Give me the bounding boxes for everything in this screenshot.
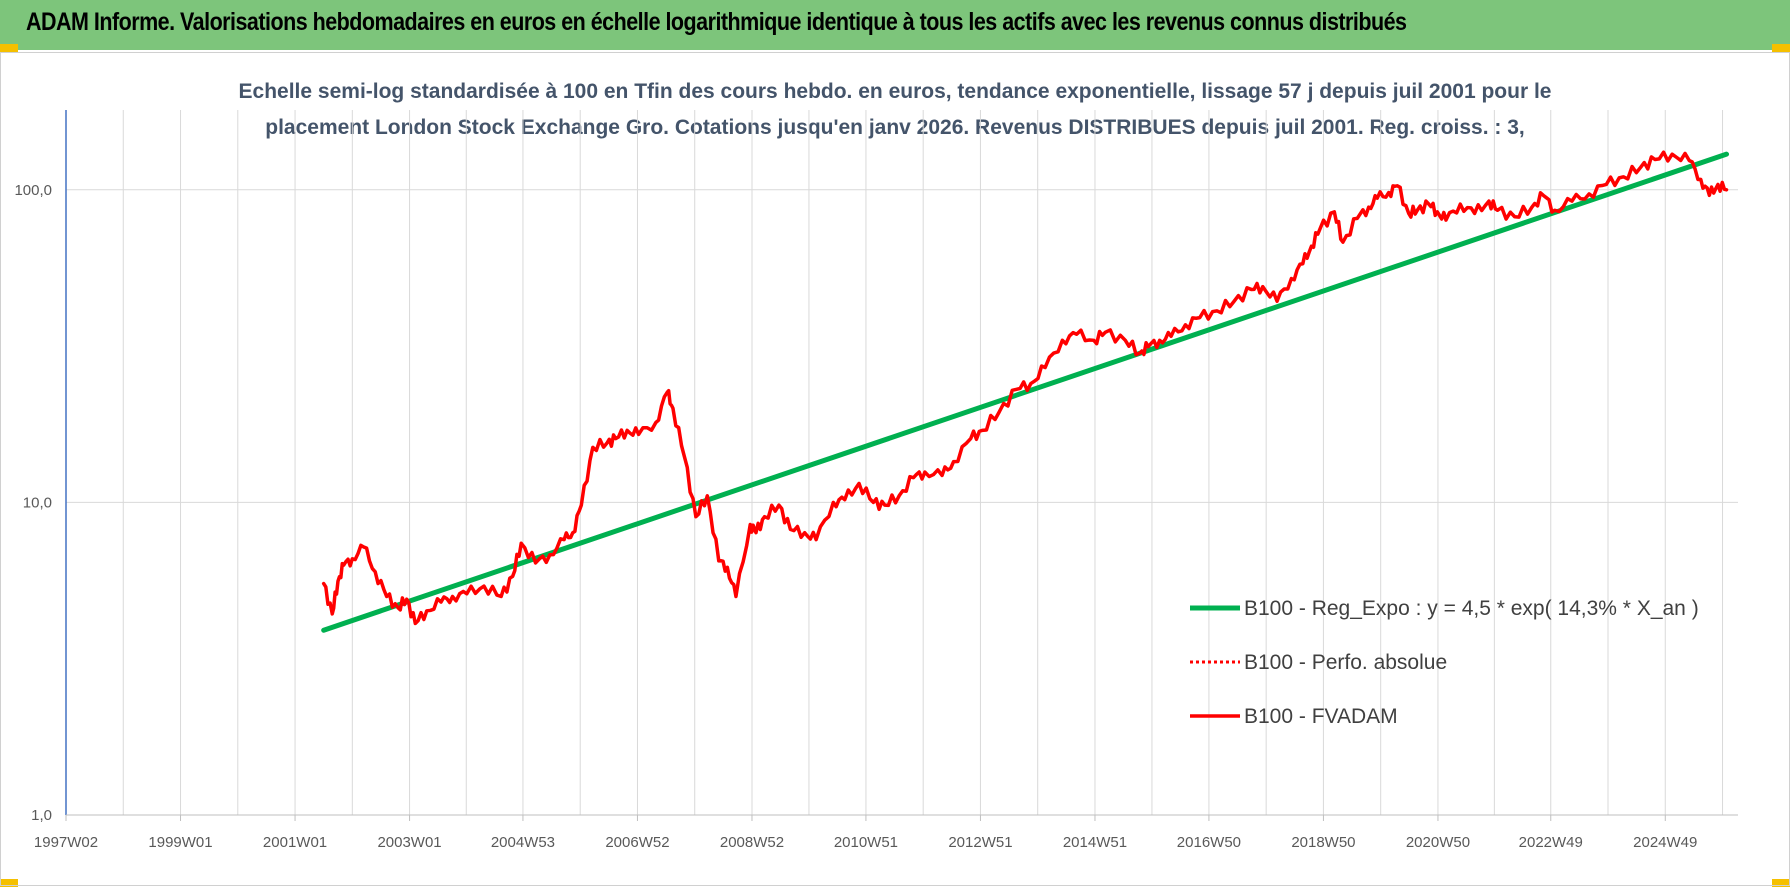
series-layer [321, 150, 1730, 633]
legend-label-0: B100 - Reg_Expo : y = 4,5 * exp( 14,3% *… [1244, 597, 1699, 620]
x-tick-label: 2004W53 [491, 834, 555, 851]
y-tick-label: 10,0 [23, 494, 52, 511]
x-tick-label: 2022W49 [1519, 834, 1583, 851]
x-tick-label: 2014W51 [1063, 834, 1127, 851]
x-tick-label: 1999W01 [148, 834, 212, 851]
corner-marker-top-right [1772, 44, 1790, 52]
corner-marker-bottom-left [0, 879, 18, 887]
series-line-0 [321, 151, 1730, 633]
y-tick-label: 1,0 [31, 807, 52, 824]
y-tick-label: 100,0 [14, 182, 52, 199]
page-title: ADAM Informe. Valorisations hebdomadaire… [26, 8, 1407, 36]
x-tick-label: 2010W51 [834, 834, 898, 851]
x-tick-label: 2024W49 [1633, 834, 1697, 851]
x-tick-label: 1997W02 [34, 834, 98, 851]
x-tick-label: 2018W50 [1291, 834, 1355, 851]
corner-marker-bottom-right [1772, 879, 1790, 887]
legend-label-1: B100 - Perfo. absolue [1244, 651, 1447, 674]
grid [65, 110, 1738, 816]
x-tick-label: 2001W01 [263, 834, 327, 851]
x-tick-label: 2008W52 [720, 834, 784, 851]
title-bar: ADAM Informe. Valorisations hebdomadaire… [0, 0, 1790, 52]
x-tick-label: 2016W50 [1177, 834, 1241, 851]
x-tick-label: 2003W01 [377, 834, 441, 851]
x-tick-label: 2012W51 [948, 834, 1012, 851]
chart-subtitle-line-1: Echelle semi-log standardisée à 100 en T… [239, 80, 1552, 103]
x-tick-label: 2006W52 [605, 834, 669, 851]
chart-subtitle-line-2: placement London Stock Exchange Gro. Cot… [265, 116, 1524, 139]
axes: 1,0 10,0 100,0 1997W02 1999W01 2001W01 2003W01… [14, 110, 1738, 851]
legend-label-2: B100 - FVADAM [1244, 705, 1398, 728]
x-tick-label: 2020W50 [1406, 834, 1470, 851]
corner-marker-top-left [0, 44, 18, 52]
legend: B100 - Reg_Expo : y = 4,5 * exp( 14,3% *… [1190, 597, 1699, 728]
series-line-2 [321, 150, 1729, 626]
